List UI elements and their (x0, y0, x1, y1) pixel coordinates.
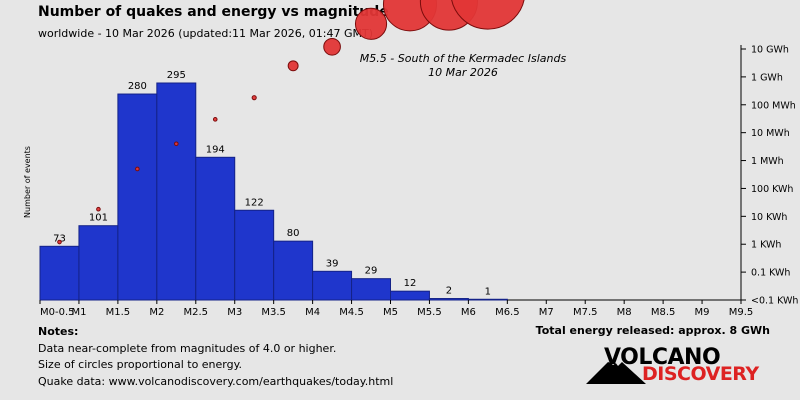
bar-label-1.5-2: 295 (167, 70, 186, 81)
bar-label-3-3.5: 80 (287, 228, 300, 239)
x-tick-label-M0-0.5: M0-0.5 (40, 307, 75, 318)
energy-circle-6 (287, 60, 299, 72)
bar-label-0-0.5: 73 (53, 233, 66, 244)
x-tick-label-M5: M5 (383, 307, 398, 318)
bar-label-0.5-1: 101 (89, 213, 108, 224)
bar-4.5-5 (390, 290, 430, 301)
total-energy: Total energy released: approx. 8 GWh (535, 324, 770, 337)
bar-label-4.5-5: 12 (404, 278, 417, 289)
bar-label-2-2.5: 194 (206, 144, 225, 155)
x-tick-label-M8.5: M8.5 (651, 307, 676, 318)
bar-5-5.5 (428, 298, 469, 301)
bar-label-1-1.5: 280 (128, 81, 147, 92)
energy-circle-4 (212, 117, 218, 122)
volcanodiscovery-logo: VOLCANO DISCOVERY (586, 345, 766, 388)
energy-circle-5 (251, 95, 257, 101)
bar-label-4-4.5: 29 (365, 266, 378, 277)
energy-circle-7 (323, 37, 341, 56)
energy-circle-1 (96, 206, 101, 212)
energy-tick-label-1: 1 GWh (751, 72, 783, 83)
x-tick-label-M1.5: M1.5 (106, 307, 131, 318)
mountain-logo-icon (586, 358, 646, 384)
x-tick-label-M3: M3 (227, 307, 242, 318)
x-tick-label-M9.5: M9.5 (729, 307, 754, 318)
bar-0-0.5 (39, 245, 80, 301)
energy-tick-label-0: 10 GWh (751, 45, 789, 56)
annotation-event: M5.5 - South of the Kermadec Islands (360, 52, 567, 65)
x-tick-label-M4.5: M4.5 (339, 307, 364, 318)
energy-tick-label-2: 100 MWh (751, 100, 796, 111)
x-tick-label-M2: M2 (149, 307, 164, 318)
energy-tick-label-4: 1 MWh (751, 156, 784, 167)
x-tick-label-M7: M7 (539, 307, 554, 318)
x-tick-label-M9: M9 (695, 307, 710, 318)
x-tick-label-M6.5: M6.5 (495, 307, 520, 318)
energy-tick-label-5: 100 KWh (751, 184, 793, 195)
energy-tick-label-9: <0.1 KWh (751, 296, 798, 307)
x-tick-label-M3.5: M3.5 (261, 307, 286, 318)
bar-2-2.5 (195, 156, 236, 301)
x-tick-label-M2.5: M2.5 (184, 307, 209, 318)
bar-5.5-6 (467, 298, 508, 301)
chart-title: Number of quakes and energy vs magnitude (38, 4, 389, 20)
bar-3.5-4 (312, 270, 353, 301)
energy-tick-label-8: 0.1 KWh (751, 268, 790, 279)
bar-label-2.5-3: 122 (245, 197, 264, 208)
notes-heading: Notes: (38, 325, 79, 338)
bar-label-3.5-4: 39 (326, 258, 339, 269)
notes: Notes: Data near-complete from magnitude… (38, 324, 393, 390)
notes-line-1: Data near-complete from magnitudes of 4.… (38, 341, 337, 355)
energy-circle-11 (451, 0, 525, 30)
bar-label-5-5.5: 2 (446, 286, 452, 297)
x-tick-label-M7.5: M7.5 (573, 307, 598, 318)
y-axis-label: Number of events (23, 146, 32, 218)
x-tick-label-M1: M1 (71, 307, 86, 318)
energy-circle-2 (135, 166, 140, 172)
energy-circle-8 (354, 7, 388, 40)
logo-word-volcano: VOLCANO (604, 345, 721, 370)
x-tick-label-M4: M4 (305, 307, 320, 318)
energy-circle-3 (174, 141, 179, 147)
logo-word-discovery: DISCOVERY (642, 363, 759, 385)
notes-line-2: Size of circles proportional to energy. (38, 358, 243, 371)
bar-label-5.5-6: 1 (485, 286, 491, 297)
x-tick-label-M6: M6 (461, 307, 476, 318)
energy-tick-label-6: 10 KWh (751, 212, 787, 223)
x-tick-label-M8: M8 (617, 307, 632, 318)
bar-4-4.5 (351, 278, 391, 301)
notes-line-3: Quake data: www.volcanodiscovery.com/ear… (38, 374, 394, 388)
chart-subtitle: worldwide - 10 Mar 2026 (updated:11 Mar … (38, 27, 373, 40)
bar-1-1.5 (117, 93, 158, 301)
bar-1.5-2 (156, 82, 197, 301)
energy-tick-label-7: 1 KWh (751, 240, 781, 251)
bar-2.5-3 (234, 209, 275, 301)
x-tick-label-M5.5: M5.5 (417, 307, 442, 318)
bar-0.5-1 (78, 225, 119, 301)
bar-3-3.5 (273, 240, 314, 301)
annotation-date: 10 Mar 2026 (428, 66, 498, 79)
energy-circle-0 (57, 239, 62, 245)
energy-tick-label-3: 10 MWh (751, 128, 790, 139)
